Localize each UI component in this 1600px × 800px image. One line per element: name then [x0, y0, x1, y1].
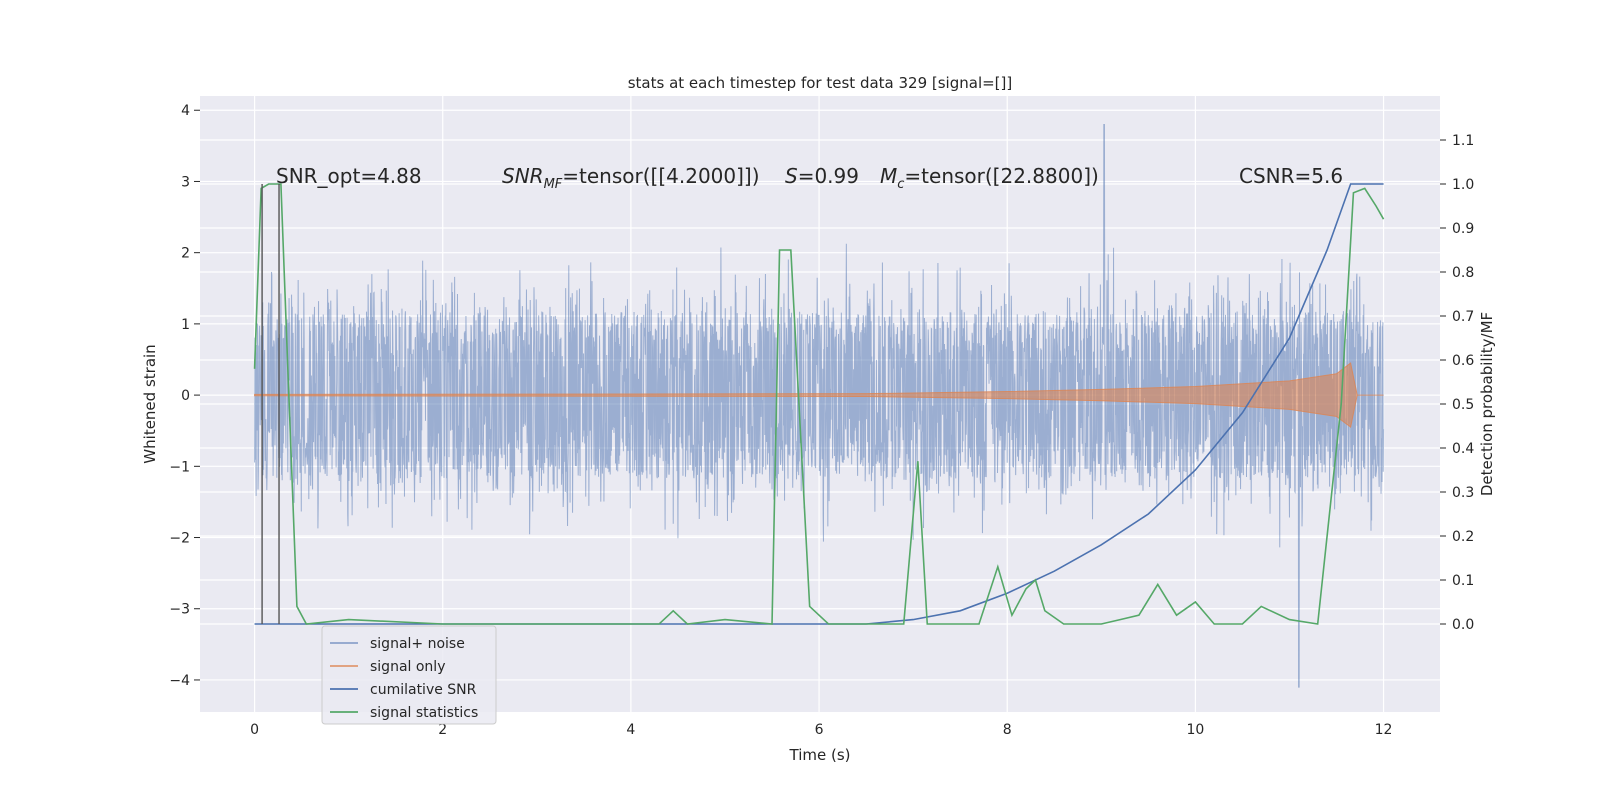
- y-right-tick-label: 0.3: [1452, 485, 1474, 501]
- y-tick-label: 1: [181, 317, 190, 333]
- x-tick-label: 6: [815, 722, 824, 738]
- legend-label: signal+ noise: [370, 636, 465, 652]
- y-tick-label: 2: [181, 246, 190, 262]
- y-right-tick-label: 0.1: [1452, 573, 1474, 589]
- legend-box: [321, 625, 497, 725]
- y-right-tick-label: 0.9: [1452, 221, 1474, 237]
- annotations: SNR_opt=4.88 SNRMF=tensor([[4.2000]]) S=…: [276, 164, 1343, 192]
- legend-label: signal statistics: [370, 705, 478, 721]
- x-tick-label: 2: [438, 722, 447, 738]
- x-tick-label: 0: [250, 722, 259, 738]
- y-right-tick-label: 0.5: [1452, 397, 1474, 413]
- annotation-csnr: CSNR=5.6: [1239, 164, 1343, 188]
- series-cumulative-snr: [254, 183, 1384, 625]
- y-right-tick-label: 0.0: [1452, 617, 1474, 633]
- y-right-tick-label: 0.2: [1452, 529, 1474, 545]
- series-layer: [253, 123, 1385, 688]
- y-right-tick-label: 0.7: [1452, 309, 1474, 325]
- legend-label: cumilative SNR: [370, 682, 477, 698]
- y-tick-label: −3: [169, 602, 190, 618]
- y-right-tick-label: 1.0: [1452, 177, 1474, 193]
- y-right-tick-label: 0.6: [1452, 353, 1474, 369]
- y-right-tick-label: 1.1: [1452, 133, 1474, 149]
- series-signal-statistics: [253, 183, 1385, 625]
- vertical-lines: [261, 184, 280, 624]
- y-right-tick-label: 0.8: [1452, 265, 1474, 281]
- y-tick-label: −1: [169, 459, 190, 475]
- annotation-s: S=0.99: [785, 164, 859, 188]
- y-axis-label: Whitened strain: [141, 344, 159, 463]
- y-tick-label: 3: [181, 174, 190, 190]
- legend-entries: signal+ noise signal only cumilative SNR si…: [330, 636, 478, 721]
- annotation-snr-mf: SNRMF=tensor([[4.2000]]): [502, 164, 760, 192]
- x-tick-label: 4: [626, 722, 635, 738]
- ticks: 0 2 4 6 8 10 12−4−3−2−1012340.00.10.20.30.40.5…: [169, 103, 1474, 738]
- y-tick-label: −4: [169, 673, 190, 689]
- series-signal-noise: [254, 123, 1385, 688]
- x-tick-label: 8: [1003, 722, 1012, 738]
- y-axis-label-right: Detection probability/MF: [1478, 312, 1496, 496]
- annotation-snr-opt: SNR_opt=4.88: [276, 164, 422, 188]
- legend-label: signal only: [370, 659, 445, 675]
- x-tick-label: 10: [1186, 722, 1204, 738]
- x-tick-label: 12: [1375, 722, 1393, 738]
- chart-title: stats at each timestep for test data 329…: [628, 74, 1013, 92]
- series-signal-only: [254, 362, 1384, 429]
- y-tick-label: 0: [181, 388, 190, 404]
- y-right-tick-label: 0.4: [1452, 441, 1474, 457]
- x-axis-label: Time (s): [789, 746, 851, 764]
- y-tick-label: −2: [169, 531, 190, 547]
- legend: signal+ noise signal only cumilative SNR si…: [321, 625, 497, 725]
- annotation-mc: Mc=tensor([22.8800]): [880, 164, 1099, 192]
- y-tick-label: 4: [181, 103, 190, 119]
